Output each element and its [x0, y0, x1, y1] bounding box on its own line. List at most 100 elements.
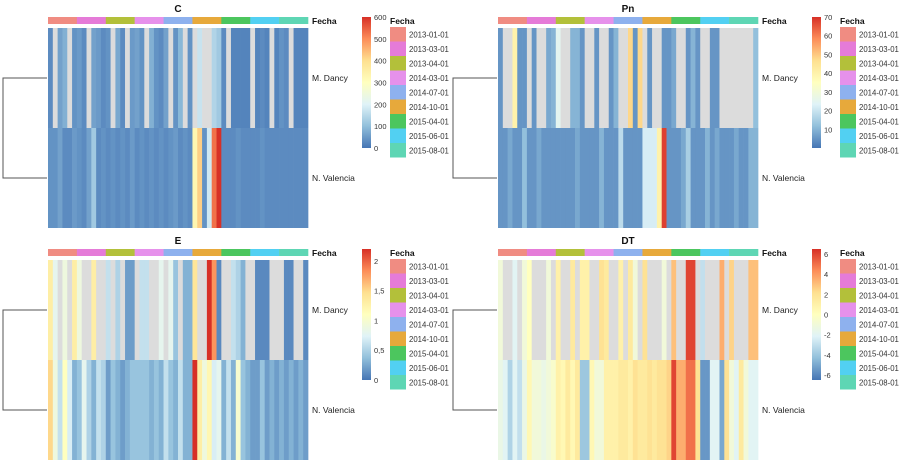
heatmap-cell [62, 128, 68, 228]
heatmap-cell [81, 260, 87, 360]
annotation-label: Fecha [762, 248, 787, 258]
heatmap-cell [129, 360, 136, 460]
heatmap-cell [531, 360, 537, 460]
heatmap-cell [149, 128, 155, 228]
heatmap-cell [158, 260, 164, 360]
heatmap-cell [575, 260, 581, 360]
dendrogram [452, 77, 497, 179]
heatmap-cell [526, 360, 533, 460]
heatmap-cell [753, 28, 759, 128]
heatmap-cell [584, 128, 590, 228]
heatmap-cell [250, 28, 256, 128]
fecha-legend-label: 2015-06-01 [859, 132, 899, 141]
heatmap-cell [753, 128, 759, 228]
heatmap-cell [168, 28, 174, 128]
annotation-cell-2013-01-01 [498, 17, 528, 24]
heatmap-cell [700, 28, 706, 128]
heatmap-cell [163, 28, 169, 128]
heatmap-cell [541, 128, 547, 228]
heatmap-cell [206, 28, 213, 128]
fecha-legend-label: 2014-10-01 [859, 103, 899, 112]
annotation-cell-2013-01-01 [48, 17, 78, 24]
heatmap-cell [584, 360, 590, 460]
heatmap-cell [522, 360, 528, 460]
fecha-legend-swatch [390, 56, 406, 71]
color-scale-tick: 300 [374, 79, 387, 88]
heatmap-cell [748, 260, 754, 360]
heatmap-cell [531, 260, 537, 360]
heatmap-cell [531, 28, 537, 128]
fecha-legend-swatch [390, 114, 406, 129]
heatmap-cell [652, 28, 658, 128]
heatmap-cell [671, 28, 677, 128]
color-scale-tick: 4 [824, 270, 828, 279]
heatmap-cell [187, 260, 193, 360]
heatmap-cell [197, 28, 203, 128]
heatmap-cell [589, 360, 595, 460]
heatmap-cell [632, 28, 638, 128]
heatmap-cell [259, 360, 266, 460]
annotation-cell-2015-08-01 [279, 17, 309, 24]
heatmap-cell [192, 28, 198, 128]
heatmap-cell [110, 360, 116, 460]
heatmap-cell [293, 128, 299, 228]
dendrogram [2, 77, 47, 179]
heatmap-cell [603, 28, 610, 128]
annotation-cell-2015-06-01 [700, 249, 730, 256]
heatmap-cell [637, 28, 643, 128]
heatmap-cell [618, 128, 624, 228]
heatmap-cell [163, 128, 169, 228]
heatmap-cell [230, 260, 237, 360]
heatmap-cell [67, 128, 73, 228]
fecha-legend-label: 2015-08-01 [859, 378, 899, 387]
heatmap-cell [52, 260, 58, 360]
row-label: M. Dancy [312, 305, 349, 315]
heatmap-cell [216, 28, 222, 128]
heatmap-cell [628, 128, 634, 228]
heatmap-cell [536, 128, 542, 228]
annotation-cell-2014-07-01 [613, 17, 643, 24]
heatmap-cell [546, 128, 552, 228]
fecha-legend-swatch [390, 375, 406, 390]
heatmap-cell [72, 260, 78, 360]
heatmap-cell [599, 260, 605, 360]
fecha-legend-label: 2015-04-01 [859, 117, 899, 126]
heatmap-cell [86, 28, 92, 128]
fecha-legend-swatch [390, 143, 406, 158]
heatmap-cell [48, 260, 54, 360]
color-scale-tick: 0 [824, 311, 828, 320]
heatmap-cell [575, 360, 581, 460]
heatmap-cell [125, 260, 131, 360]
fecha-legend-label: 2013-03-01 [859, 45, 899, 54]
heatmap-cell [647, 128, 653, 228]
heatmap-cell [498, 360, 504, 460]
heatmap-cell [153, 28, 160, 128]
chart-title: E [175, 236, 182, 247]
heatmap-cell [695, 360, 701, 460]
heatmap-cell [288, 128, 294, 228]
row-label: N. Valencia [762, 173, 805, 183]
heatmap-cell [168, 128, 174, 228]
heatmap-cell [288, 260, 294, 360]
fecha-legend-swatch [840, 56, 856, 71]
heatmap-cell [283, 360, 290, 460]
heatmap-cell [230, 28, 237, 128]
heatmap-cell [298, 260, 304, 360]
heatmap-cell [502, 260, 508, 360]
fecha-legend-swatch [840, 114, 856, 129]
color-scale-bar [812, 249, 821, 380]
fecha-legend-label: 2014-10-01 [409, 103, 449, 112]
annotation-cell-2014-10-01 [192, 249, 222, 256]
heatmap-cell [714, 28, 720, 128]
annotation-cell-2015-06-01 [700, 17, 730, 24]
heatmap-cell [680, 260, 687, 360]
heatmap-cell [637, 128, 643, 228]
heatmap-cell [666, 28, 672, 128]
fecha-legend-label: 2013-04-01 [859, 291, 899, 300]
heatmap-cell [695, 128, 701, 228]
heatmap-cell [666, 360, 672, 460]
color-scale-tick: 50 [824, 50, 832, 59]
heatmap-cell [48, 28, 54, 128]
annotation-cell-2015-06-01 [250, 17, 280, 24]
heatmap-cell [57, 28, 63, 128]
